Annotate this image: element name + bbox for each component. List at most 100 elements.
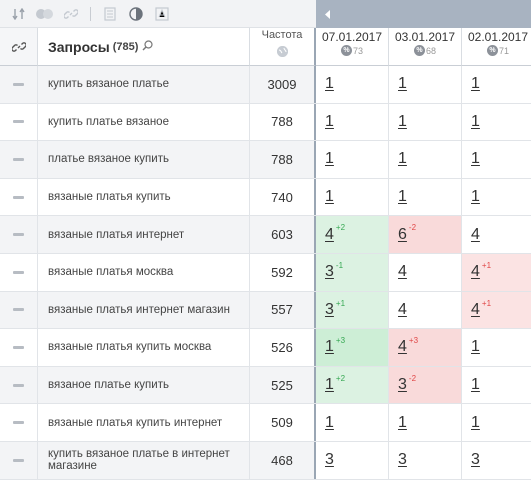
row-handle[interactable] — [0, 366, 38, 404]
position-cell: 4 — [462, 216, 531, 253]
position-link[interactable]: 3 — [325, 451, 334, 469]
position-link[interactable]: 4 — [471, 263, 480, 281]
query-cell[interactable]: вязаные платья интернет — [38, 216, 250, 253]
position-cell: 4 +1 — [462, 291, 531, 329]
row-handle[interactable] — [0, 254, 38, 291]
row-handle[interactable] — [0, 141, 38, 178]
position-link[interactable]: 1 — [398, 413, 407, 431]
date-column-header[interactable]: 07.01.2017% 73 — [316, 28, 389, 66]
date-column-header[interactable]: 02.01.2017% 71 — [462, 28, 531, 66]
position-link[interactable]: 1 — [325, 150, 334, 168]
minus-icon — [13, 270, 24, 274]
frequency-cell: 3009 — [250, 66, 316, 103]
position-link[interactable]: 1 — [398, 112, 407, 130]
table-row: вязаные платья купить интернет 509 1 1 1 — [0, 404, 531, 442]
position-delta: -2 — [408, 373, 417, 383]
table-row: вязаное платье купить 525 1 +2 3 -2 1 — [0, 366, 531, 405]
row-handle[interactable] — [0, 291, 38, 329]
position-link[interactable]: 1 — [325, 376, 334, 394]
query-cell[interactable]: купить вязаное платье в интернет магазин… — [38, 442, 250, 479]
position-link[interactable]: 1 — [325, 188, 334, 206]
search-icon[interactable] — [142, 38, 153, 56]
position-cell: 1 — [389, 103, 462, 141]
position-link[interactable]: 4 — [398, 263, 407, 281]
position-cell: 1 — [462, 141, 531, 178]
query-cell[interactable]: купить вязаное платье — [38, 66, 250, 103]
position-link[interactable]: 1 — [471, 376, 480, 394]
table-row: вязаные платья интернет 603 4 +2 6 -2 4 — [0, 216, 531, 254]
position-cell: 1 — [462, 404, 531, 441]
position-delta: +3 — [408, 336, 419, 346]
row-handle[interactable] — [0, 442, 38, 479]
position-cell: 1 — [462, 104, 531, 141]
position-link[interactable]: 1 — [471, 150, 480, 168]
position-link[interactable]: 1 — [471, 112, 480, 130]
position-link[interactable]: 1 — [325, 75, 334, 93]
position-link[interactable]: 3 — [398, 451, 407, 469]
row-handle[interactable] — [0, 404, 38, 441]
link-icon — [11, 41, 26, 52]
query-cell[interactable]: купить платье вязаное — [38, 103, 250, 141]
position-link[interactable]: 1 — [398, 75, 407, 93]
table-row: купить вязаное платье в интернет магазин… — [0, 442, 531, 480]
position-link[interactable]: 1 — [471, 75, 480, 93]
position-link[interactable]: 1 — [325, 413, 334, 431]
date-column-header[interactable]: 03.01.2017% 68 — [389, 28, 462, 66]
position-delta: +2 — [335, 223, 346, 233]
document-icon[interactable] — [99, 3, 121, 25]
position-link[interactable]: 1 — [325, 338, 334, 356]
query-cell[interactable]: вязаные платья купить москва — [38, 329, 250, 366]
query-cell[interactable]: вязаные платья купить — [38, 178, 250, 216]
position-link[interactable]: 1 — [471, 413, 480, 431]
row-handle[interactable] — [0, 178, 38, 216]
position-cell: 1 — [462, 179, 531, 216]
row-handle[interactable] — [0, 216, 38, 253]
position-cell: 4 +3 — [389, 329, 462, 366]
position-link[interactable]: 4 — [398, 338, 407, 356]
frequency-cell: 740 — [250, 178, 316, 216]
row-handle[interactable] — [0, 103, 38, 141]
position-link[interactable]: 1 — [325, 112, 334, 130]
sort-icon[interactable] — [8, 3, 30, 25]
query-count: (785) — [112, 40, 139, 53]
position-link[interactable]: 3 — [325, 263, 334, 281]
position-link[interactable]: 3 — [398, 376, 407, 394]
position-cell: 1 — [389, 404, 462, 441]
position-link[interactable]: 3 — [471, 451, 480, 469]
query-column-header[interactable]: Запросы (785) — [38, 28, 250, 66]
contrast-icon[interactable] — [125, 3, 147, 25]
query-cell[interactable]: вязаные платья интернет магазин — [38, 291, 250, 329]
query-cell[interactable]: вязаные платья москва — [38, 254, 250, 291]
row-handle[interactable] — [0, 66, 38, 103]
globe-icon — [276, 46, 288, 57]
query-cell[interactable]: платье вязаное купить — [38, 141, 250, 178]
position-link[interactable]: 1 — [471, 338, 480, 356]
position-delta: +2 — [335, 373, 346, 383]
frequency-column-header[interactable]: Частота — [250, 28, 316, 66]
position-link[interactable]: 1 — [398, 150, 407, 168]
text-icon[interactable] — [151, 3, 173, 25]
position-cell: 1 — [389, 66, 462, 103]
position-cell: 1 — [316, 141, 389, 178]
link-icon[interactable] — [60, 3, 82, 25]
position-cell: 1 — [462, 367, 531, 404]
position-link[interactable]: 4 — [471, 225, 480, 243]
position-link[interactable]: 1 — [471, 188, 480, 206]
table-row: платье вязаное купить 788 1 1 1 — [0, 141, 531, 179]
position-link[interactable]: 4 — [471, 300, 480, 318]
toggle-icon[interactable] — [34, 3, 56, 25]
position-link[interactable]: 6 — [398, 225, 407, 243]
position-cell: 3 -2 — [389, 366, 462, 404]
position-link[interactable]: 1 — [398, 188, 407, 206]
query-cell[interactable]: вязаные платья купить интернет — [38, 404, 250, 441]
chevron-left-icon[interactable] — [316, 0, 340, 28]
query-cell[interactable]: вязаное платье купить — [38, 366, 250, 404]
row-handle[interactable] — [0, 329, 38, 366]
position-cell: 1 — [316, 178, 389, 216]
position-cell: 1 — [389, 178, 462, 216]
date-label: 07.01.2017 — [321, 30, 383, 44]
link-column-header[interactable] — [0, 28, 38, 66]
position-link[interactable]: 4 — [325, 225, 334, 243]
position-link[interactable]: 3 — [325, 300, 334, 318]
position-link[interactable]: 4 — [398, 300, 407, 318]
